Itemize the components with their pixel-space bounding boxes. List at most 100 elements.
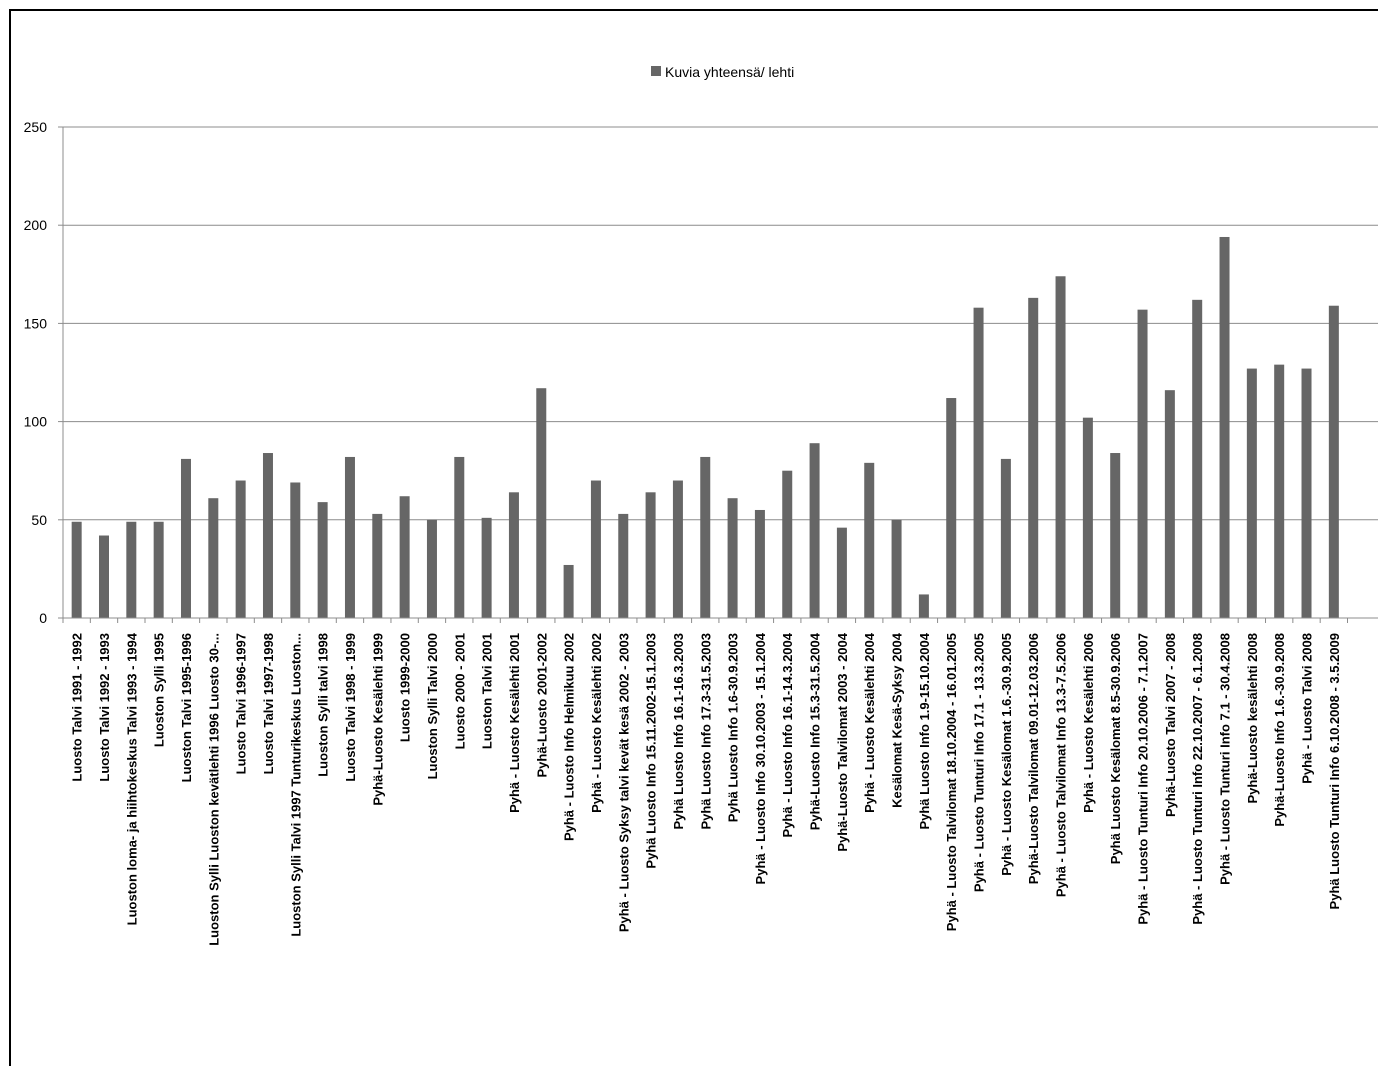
x-tick-label: Luosto 2000 - 2001: [452, 633, 467, 749]
bar: [71, 521, 82, 618]
axes: [62, 127, 1378, 623]
x-tick-label: Luosto Talvi 1991 - 1992: [70, 633, 85, 782]
bar: [946, 398, 957, 618]
x-tick-label: Pyhä - Luosto Talvi 2008: [1300, 633, 1315, 784]
bar: [809, 443, 820, 618]
bar: [399, 496, 410, 618]
bar: [672, 480, 683, 618]
x-tick-label: Luoston loma- ja hiihtokeskus Talvi 1993…: [124, 632, 139, 925]
bar: [1274, 364, 1285, 618]
bar: [1082, 417, 1093, 618]
bar: [590, 480, 601, 618]
x-tick-label: Pyhä-Luosto Talvi 2007 - 2008: [1163, 633, 1178, 817]
x-tick-label: Luosto Talvi 1992 - 1993: [97, 633, 112, 782]
bar: [153, 521, 164, 618]
x-tick-label: Luoston Talvi 2001: [480, 633, 495, 749]
bar: [262, 453, 273, 618]
x-tick-label: Luoston Talvi 1995-1996: [179, 633, 194, 782]
x-tick-label: Pyhä Luosto Kesälomat 8.5-30.9.2006: [1108, 633, 1123, 864]
x-tick-label: Pyhä-Luosto Info 1.6.-30.9.2008: [1272, 633, 1287, 827]
bar: [98, 535, 109, 618]
bar: [180, 458, 191, 618]
y-tick-label: 150: [24, 315, 48, 331]
bar: [1055, 276, 1066, 618]
x-tick-label: Pyhä-Luosto 2001-2002: [534, 633, 549, 778]
bar: [208, 498, 219, 618]
x-tick-label: Pyhä - Luosto Syksy talvi kevät kesä 200…: [616, 633, 631, 932]
bar: [536, 388, 547, 618]
bar: [700, 456, 711, 618]
y-axis-ticks: 0 50 100 150 200 250: [24, 119, 63, 626]
x-tick-label: Luosto Talvi 1996-1997: [234, 633, 249, 774]
x-tick-label: Pyhä - Luosto Tunturi Info 20.10.2006 - …: [1136, 633, 1151, 925]
bar: [126, 521, 137, 618]
bar: [1000, 458, 1011, 618]
x-tick-label: Pyhä-Luosto kesälehti 2008: [1245, 633, 1260, 804]
bar: [1110, 453, 1121, 618]
x-tick-label: Pyhä - Luosto Talvilomat Info 13.3-7.5.2…: [1054, 633, 1069, 897]
x-tick-label: Luoston Sylli 1995: [152, 633, 167, 747]
legend-label: Kuvia yhteensä/ lehti: [665, 64, 794, 80]
x-tick-label: Pyhä Luosto Info 15.11.2002-15.1.2003: [644, 633, 659, 869]
x-tick-label: Pyhä - Luosto Info 30.10.2003 - 15.1.200…: [753, 632, 768, 884]
bar: [618, 513, 629, 618]
bar: [1164, 390, 1175, 618]
bar: [372, 513, 383, 618]
bar: [836, 527, 847, 618]
y-tick-label: 0: [39, 610, 47, 626]
x-tick-label: Luosto Talvi 1997-1998: [261, 633, 276, 774]
bar: [481, 517, 492, 618]
x-tick-label: Pyhä-Luosto Kesälehti 1999: [370, 633, 385, 806]
bar: [1219, 236, 1230, 618]
legend: Kuvia yhteensä/ lehti: [651, 64, 794, 80]
x-tick-label: Luoston Sylli Talvi 1997 Tunturikeskus L…: [288, 633, 303, 937]
x-tick-label: Pyhä - Luosto Tunturi Info 22.10.2007 - …: [1190, 633, 1205, 925]
bar: [782, 470, 793, 618]
bar: [1192, 299, 1203, 618]
bar: [864, 462, 875, 618]
x-tick-label: Pyhä - Luosto Kesälomat 1.6.-30.9.2005: [999, 633, 1014, 876]
x-tick-label: Luoston Sylli Luoston kevätlehti 1996 Lu…: [206, 633, 221, 946]
gridlines: [63, 126, 1378, 521]
x-tick-label: Pyhä Luosto Tunturi Info 6.10.2008 - 3.5…: [1327, 633, 1342, 909]
bar: [344, 456, 355, 618]
x-tick-label: Kesälomat Kesä-Syksy 2004: [890, 632, 905, 808]
x-tick-label: Pyhä-Luosto Talvilomat 09.01-12.03.2006: [1026, 633, 1041, 884]
bar: [1246, 368, 1257, 618]
bar: [426, 519, 437, 618]
x-tick-label: Luoston Sylli talvi 1998: [316, 633, 331, 777]
x-tick-label: Pyhä Luosto Info 16.1-16.3.2003: [671, 633, 686, 830]
x-tick-label: Pyhä - Luosto Tunturi Info 7.1 - 30.4.20…: [1218, 633, 1233, 885]
bar: [645, 492, 656, 618]
x-tick-label: Pyhä-Luosto Talvilomat 2003 - 2004: [835, 632, 850, 851]
bar: [508, 492, 519, 618]
bar: [754, 509, 765, 618]
x-tick-label: Pyhä - Luosto Info Helmikuu 2002: [562, 633, 577, 841]
bar: [235, 480, 246, 618]
y-tick-label: 50: [31, 512, 47, 528]
y-tick-label: 200: [24, 217, 48, 233]
legend-swatch: [651, 66, 661, 76]
x-tick-label: Luosto Talvi 1998 - 1999: [343, 633, 358, 782]
x-axis-labels: Luosto Talvi 1991 - 1992 Luosto Talvi 199…: [70, 632, 1342, 946]
bar: [727, 498, 738, 618]
bar: [317, 502, 328, 618]
x-tick-label: Luoston Sylli Talvi 2000: [425, 633, 440, 779]
bar: [918, 594, 929, 618]
bar: [290, 482, 301, 618]
x-tick-label: Pyhä Luosto Info 17.3-31.5.2003: [698, 633, 713, 830]
x-tick-label: Pyhä - Luosto Tunturi Info 17.1 - 13.3.2…: [972, 633, 987, 892]
x-tick-label: Pyhä - Luosto Kesälehti 2004: [862, 632, 877, 813]
x-tick-label: Pyhä - Luosto Talvilomat 18.10.2004 - 16…: [944, 633, 959, 931]
x-tick-label: Pyhä - Luosto Kesälehti 2006: [1081, 633, 1096, 813]
y-tick-label: 250: [24, 119, 48, 135]
x-tick-label: Pyhä-Luosto Info 15.3-31.5.2004: [808, 632, 823, 830]
x-tick-label: Pyhä Luosto Info 1.9-15.10.2004: [917, 632, 932, 829]
bar: [891, 519, 902, 618]
x-tick-label: Luosto 1999-2000: [398, 633, 413, 742]
bar: [1028, 297, 1039, 618]
x-tick-label: Pyhä - Luosto Kesälehti 2002: [589, 633, 604, 813]
bar: [973, 307, 984, 618]
bars: [71, 236, 1339, 618]
